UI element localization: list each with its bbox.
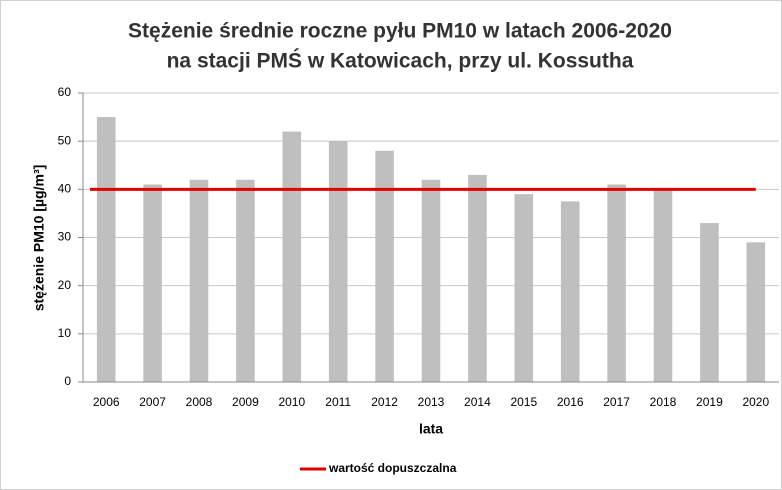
x-tick-label: 2012 — [371, 395, 398, 409]
x-tick-label: 2015 — [510, 395, 537, 409]
x-tick-label: 2020 — [742, 395, 769, 409]
x-tick-label: 2010 — [278, 395, 305, 409]
x-tick-label: 2007 — [139, 395, 166, 409]
bar — [189, 179, 209, 382]
x-tick-label: 2014 — [464, 395, 491, 409]
x-axis-label: lata — [419, 421, 443, 437]
bar — [421, 179, 441, 382]
x-tick-label: 2013 — [418, 395, 445, 409]
x-tick-label: 2006 — [93, 395, 120, 409]
y-tick-label: 40 — [58, 182, 72, 196]
bar — [607, 184, 626, 382]
x-tick-label: 2017 — [603, 395, 630, 409]
bar — [700, 223, 719, 382]
y-tick-label: 20 — [58, 278, 72, 292]
x-tick-label: 2016 — [557, 395, 584, 409]
legend-label: wartość dopuszczalna — [328, 461, 457, 475]
chart-title: na stacji PMŚ w Katowicach, przy ul. Kos… — [167, 49, 634, 73]
bar — [236, 179, 255, 382]
x-tick-label: 2009 — [232, 395, 259, 409]
bar — [653, 189, 673, 382]
x-tick-label: 2019 — [696, 395, 723, 409]
y-axis-label: stężenie PM10 [µg/m³] — [31, 165, 47, 312]
x-tick-label: 2011 — [325, 395, 351, 409]
bar — [514, 194, 534, 382]
y-tick-label: 10 — [58, 326, 72, 340]
chart-title: Stężenie średnie roczne pyłu PM10 w lata… — [128, 20, 672, 43]
bar — [328, 141, 348, 382]
y-tick-label: 30 — [58, 230, 72, 244]
bar — [560, 201, 580, 382]
bar — [746, 242, 766, 382]
x-tick-label: 2008 — [186, 395, 213, 409]
bar — [375, 150, 394, 382]
bar — [96, 117, 116, 382]
y-tick-label: 50 — [58, 133, 72, 147]
x-tick-label: 2018 — [650, 395, 677, 409]
y-tick-label: 60 — [58, 85, 72, 99]
bar — [282, 131, 302, 382]
bar — [143, 184, 162, 382]
y-tick-label: 0 — [64, 374, 71, 388]
bar — [468, 174, 487, 382]
